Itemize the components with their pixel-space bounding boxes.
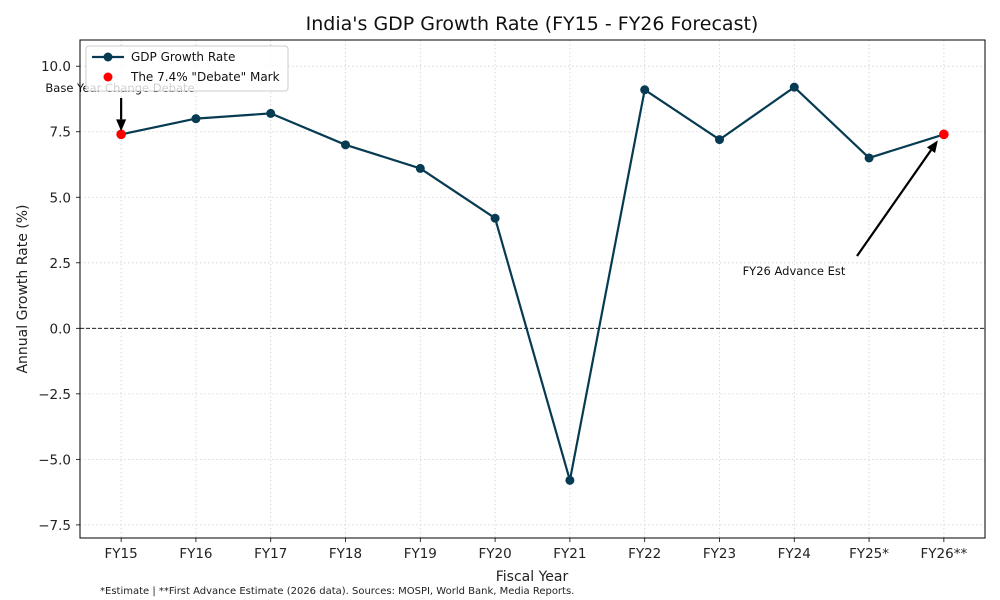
annotation-base-year-arrowhead [116, 119, 127, 132]
y-tick-label: 10.0 [41, 59, 71, 75]
x-tick-label: FY16 [179, 546, 212, 562]
y-tick-label: −7.5 [38, 518, 71, 534]
x-axis-label: Fiscal Year [496, 569, 569, 585]
series-gdp-growth-rate [120, 86, 945, 482]
x-tick-label: FY15 [105, 546, 138, 562]
legend-box [85, 45, 289, 92]
annotation-fy26-arrowhead [926, 140, 938, 154]
data-point-fy23 [714, 135, 724, 145]
y-tick-label: 0.0 [50, 321, 71, 337]
debate-mark-point [116, 129, 126, 140]
x-tick-label: FY26** [921, 546, 968, 562]
y-tick-label: −2.5 [38, 387, 71, 403]
legend-label-debate: The 7.4% "Debate" Mark [130, 70, 280, 84]
x-tick-label: FY19 [404, 546, 437, 562]
series-gdp-points [116, 82, 949, 485]
y-tick-label: −5.0 [38, 452, 71, 468]
y-axis-label: Annual Growth Rate (%) [15, 204, 31, 373]
x-tick-label: FY17 [254, 546, 287, 562]
y-tick-label: 7.5 [50, 125, 71, 141]
data-point-fy25 [864, 153, 874, 163]
annotation-fy26-text: FY26 Advance Est [743, 264, 846, 278]
data-point-fy20 [490, 213, 500, 223]
x-tick-label: FY23 [703, 546, 736, 562]
y-tick-label: 2.5 [50, 256, 71, 272]
legend-marker-debate [103, 72, 113, 82]
x-axis-ticks: FY15 FY16 FY17 FY18 FY19 FY20 FY21 FY22 FY23 FY24… [105, 538, 968, 562]
series-debate-mark [116, 129, 949, 140]
data-point-fy22 [640, 85, 650, 95]
legend: GDP Growth Rate The 7.4% "Debate" Mark [85, 45, 289, 92]
legend-label-gdp: GDP Growth Rate [131, 50, 235, 64]
y-axis-ticks: −7.5 −5.0 −2.5 0.0 2.5 5.0 7.5 10.0 [38, 59, 80, 534]
gdp-growth-line [120, 86, 945, 482]
data-point-fy16 [191, 114, 201, 124]
data-point-fy17 [266, 108, 276, 118]
footnote: *Estimate | **First Advance Estimate (20… [100, 586, 574, 597]
annotation-fy26-arrow [856, 149, 932, 257]
annotation-fy26: FY26 Advance Est [743, 140, 938, 278]
x-tick-label: FY18 [329, 546, 362, 562]
data-point-fy18 [341, 140, 351, 150]
y-tick-label: 5.0 [50, 190, 71, 206]
x-tick-label: FY20 [479, 546, 512, 562]
data-point-fy21 [565, 475, 575, 485]
data-point-fy19 [415, 163, 425, 173]
x-tick-label: FY24 [778, 546, 811, 562]
x-tick-label: FY21 [553, 546, 586, 562]
debate-mark-point [939, 129, 949, 140]
x-tick-label: FY25* [849, 546, 889, 562]
data-point-fy24 [789, 82, 799, 92]
x-tick-label: FY22 [628, 546, 661, 562]
chart-title: India's GDP Growth Rate (FY15 - FY26 For… [306, 13, 759, 35]
plot-frame [79, 39, 986, 539]
legend-marker-gdp [103, 52, 113, 62]
grid-lines [80, 40, 985, 538]
